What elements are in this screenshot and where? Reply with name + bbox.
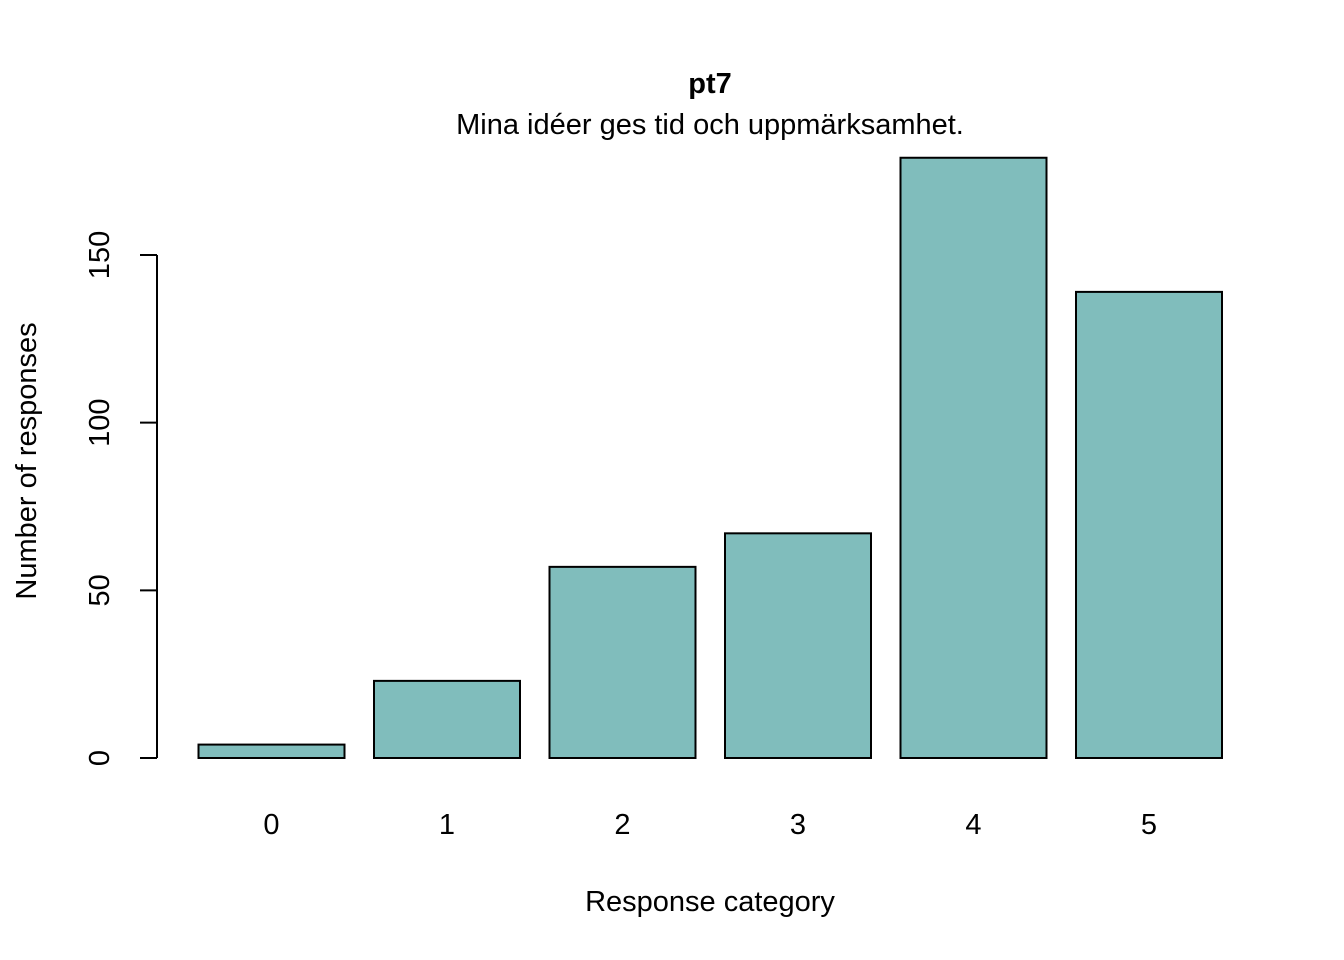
y-axis: 0 50 100 150 (84, 231, 158, 766)
y-tick-label-50: 50 (84, 574, 116, 606)
x-tick-label-3: 3 (790, 809, 806, 841)
bar-3 (724, 532, 872, 759)
bar-0 (197, 743, 346, 760)
x-tick-label-1: 1 (439, 809, 455, 841)
chart-subtitle: Mina idéer ges tid och uppmärksamhet. (456, 109, 964, 141)
x-axis-label: Response category (585, 886, 835, 918)
y-tick-label-0: 0 (84, 750, 116, 766)
y-axis-label: Number of responses (11, 322, 43, 599)
chart-title: pt7 (688, 68, 732, 100)
x-tick-label-5: 5 (1141, 809, 1157, 841)
bar-2 (548, 565, 697, 759)
y-tick-label-100: 100 (84, 398, 116, 446)
y-tick-label-150: 150 (84, 231, 116, 279)
x-tick-label-4: 4 (965, 809, 981, 841)
bar-4 (899, 156, 1048, 759)
bar-5 (1075, 290, 1223, 759)
bars-group (197, 156, 1223, 760)
x-axis-tick-labels: 0 1 2 3 4 5 (263, 809, 1157, 841)
x-tick-label-2: 2 (614, 809, 630, 841)
x-tick-label-0: 0 (263, 809, 279, 841)
bar-1 (373, 679, 521, 760)
